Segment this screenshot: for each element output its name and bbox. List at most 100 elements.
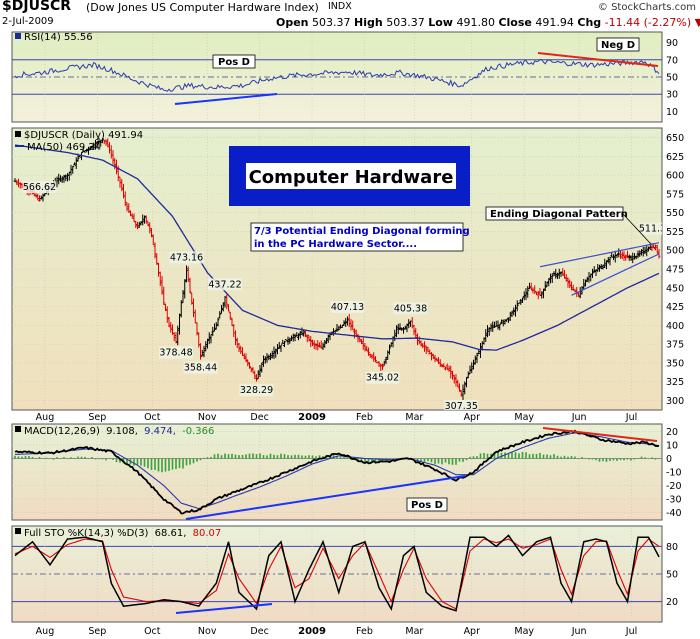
macd-histogram-bar [444, 458, 447, 463]
macd-histogram-bar [161, 458, 163, 473]
sto-legend: Full STO %K(14,3) %D(3) 68.61, 80.07 [24, 528, 221, 539]
macd-histogram-bar [612, 458, 615, 461]
macd-histogram-bar [504, 452, 506, 459]
macd-histogram-bar [434, 458, 436, 464]
price-label: 437.22 [208, 279, 241, 290]
price-label-bg [169, 251, 204, 264]
rsi-tick-label: 10 [666, 107, 678, 118]
macd-histogram-bar [339, 457, 342, 459]
macd-histogram-bar [73, 457, 76, 459]
rsi-line [14, 59, 660, 92]
macd-histogram-bar [350, 458, 352, 460]
macd-histogram-bar [199, 458, 202, 461]
macd-histogram-bar [231, 453, 233, 459]
note-line-1: 7/3 Potential Ending Diagonal forming [254, 226, 470, 237]
sto-tick-label: 50 [666, 570, 678, 581]
macd-legend-name: MACD(12,26,9) [24, 426, 100, 437]
macd-histogram-bar [588, 458, 590, 460]
down-triangle-icon: ▼ [694, 16, 700, 29]
macd-pos-d-trendline [185, 475, 466, 520]
macd-histogram-bar [392, 458, 394, 460]
macd-histogram-bar [602, 458, 604, 462]
macd-histogram-bar [507, 453, 510, 459]
price-tick-label: 450 [666, 283, 684, 294]
sto-legend-name: Full STO %K(14,3) %D(3) [24, 528, 149, 539]
price-label: 511.34 [639, 224, 672, 235]
month-label-bottom: Oct [144, 626, 161, 637]
month-label-bottom: Jun [571, 626, 587, 637]
pattern-label: Ending Diagonal Pattern [490, 209, 628, 220]
macd-histogram-bar [553, 454, 555, 459]
rsi-tick-label: 70 [666, 55, 678, 66]
macd-histogram-bar [514, 452, 517, 459]
macd-histogram-bar [227, 454, 230, 459]
macd-histogram-bar [206, 457, 209, 459]
price-label-bg [393, 302, 428, 315]
macd-histogram-bar [570, 456, 573, 459]
macd-histogram-bar [80, 456, 83, 459]
macd-signal-line [14, 432, 660, 510]
price-label-bg [638, 222, 662, 235]
macd-histogram-bar [259, 453, 261, 459]
macd-histogram-bar [147, 458, 149, 469]
macd-histogram-bar [497, 452, 499, 459]
price-legend-swatch [15, 131, 21, 137]
macd-histogram-bar [598, 458, 601, 462]
note-box [250, 222, 464, 252]
macd-histogram-bar [378, 458, 380, 462]
month-label-bottom: Apr [464, 626, 481, 637]
macd-histogram-bar [623, 458, 625, 461]
macd-line [14, 429, 660, 515]
macd-histogram-bar [24, 455, 27, 459]
ohlc-readout: Open 503.37 High 503.37 Low 491.80 Close… [276, 16, 700, 29]
macd-histogram-bar [17, 456, 20, 459]
macd-histogram-bar [304, 455, 307, 459]
macd-legend-signal: 9.474, [144, 426, 176, 437]
macd-histogram-bar [556, 455, 559, 459]
sto-legend-d: 80.07 [193, 528, 222, 539]
price-label: 407.13 [331, 302, 364, 313]
price-label-bg [239, 384, 274, 397]
macd-histogram-bar [539, 452, 541, 459]
macd-histogram-bar [472, 456, 475, 459]
macd-histogram-bar [633, 458, 636, 460]
price-tick-label: 525 [666, 227, 684, 238]
macd-histogram-bar [581, 457, 583, 459]
price-label: 358.44 [184, 363, 217, 374]
macd-pos-d-label: Pos D [411, 500, 443, 511]
macd-histogram-bar [59, 458, 62, 459]
macd-histogram-bar [189, 458, 191, 465]
macd-histogram-bar [234, 454, 237, 459]
macd-histogram-bar [318, 455, 321, 459]
month-label-price: Dec [250, 412, 268, 423]
macd-tick-label: 10 [666, 440, 678, 451]
macd-histogram-bar [262, 455, 265, 459]
macd-histogram-bar [591, 458, 594, 460]
price-tick-label: 650 [666, 133, 684, 144]
macd-legend: MACD(12,26,9) 9.108, 9.474, -0.366 [24, 426, 214, 437]
macd-histogram-bar [364, 458, 366, 464]
macd-tick-label: -40 [666, 508, 682, 519]
macd-histogram-bar [171, 458, 174, 470]
price-label: 405.38 [394, 303, 427, 314]
macd-tick-label: -30 [666, 495, 682, 506]
price-tick-label: 350 [666, 358, 684, 369]
month-label-price: Jun [571, 412, 587, 423]
macd-histogram-bar [609, 458, 611, 461]
month-label-bottom: Jul [625, 626, 637, 637]
high-value: 503.37 [386, 16, 425, 29]
macd-tick-label: 20 [666, 427, 678, 438]
macd-histogram-bar [574, 456, 576, 459]
macd-histogram-bar [210, 456, 212, 459]
macd-histogram-bar [532, 453, 534, 459]
macd-histogram-bar [413, 458, 415, 460]
macd-histogram-bar [329, 456, 331, 459]
rsi-plot [14, 59, 660, 92]
chart-header: $DJUSCR (Dow Jones US Computer Hardware … [0, 0, 700, 30]
pattern-label-box [485, 206, 624, 221]
price-label-bg [208, 278, 242, 291]
macd-histogram-bar [651, 457, 653, 459]
macd-histogram-bar [654, 458, 657, 460]
macd-plot [14, 429, 660, 515]
